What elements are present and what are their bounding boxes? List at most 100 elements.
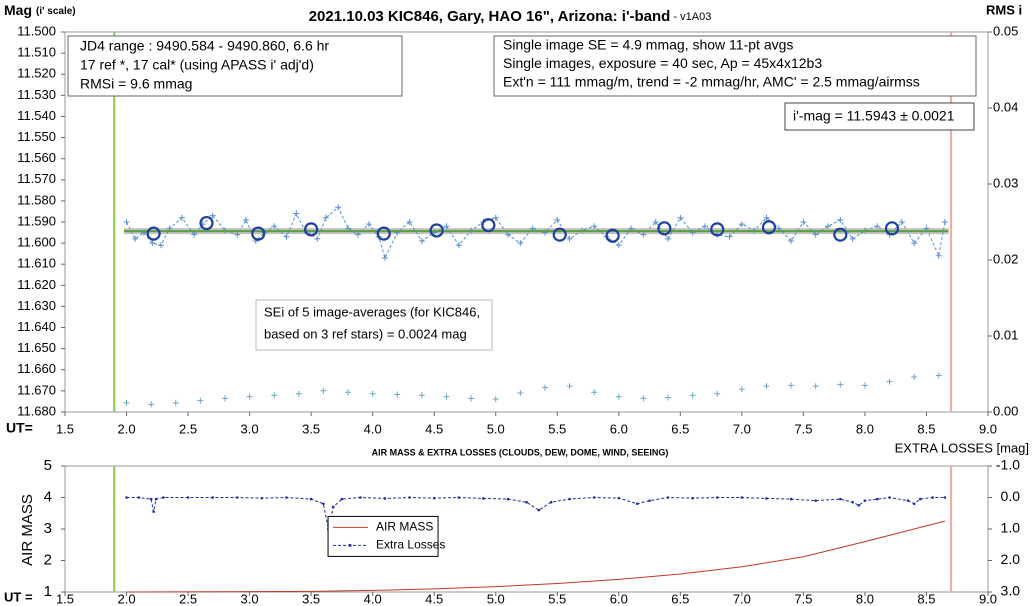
x-tick-label: 6.0	[610, 591, 628, 606]
y-tick-label: 11.540	[17, 108, 56, 123]
y-tick-label: 11.560	[17, 150, 56, 165]
data-point	[234, 231, 241, 238]
y2-tick-label: -1.0	[996, 457, 1020, 473]
x-tick-label: 1.5	[56, 591, 74, 606]
data-point	[566, 383, 573, 390]
y2-tick-label: 0.01	[993, 327, 1018, 342]
data-point	[322, 502, 325, 506]
y-tick-label: 11.500	[17, 23, 56, 38]
data-point	[888, 496, 891, 499]
data-point	[125, 496, 128, 499]
data-point	[260, 496, 264, 500]
data-point	[376, 226, 391, 241]
y-tick-label: 3	[44, 520, 52, 537]
data-point	[293, 210, 300, 217]
x-tick-label: 4.0	[364, 591, 382, 606]
data-point	[814, 499, 818, 502]
y-tick-label: 11.640	[17, 319, 56, 334]
y-axis-title: AIR MASS	[19, 494, 36, 566]
x-tick-label: 3.0	[241, 421, 259, 436]
data-point	[898, 219, 905, 225]
data-point	[320, 387, 327, 394]
data-point	[345, 389, 352, 396]
annotation: Single images, exposure = 40 sec, Ap = 4…	[503, 55, 822, 71]
annotation: Single image SE = 4.9 mmag, show 11-pt a…	[503, 37, 793, 53]
data-point	[863, 499, 867, 502]
x-axis-title: UT=	[6, 420, 33, 436]
data-point	[406, 219, 413, 225]
x-tick-label: 5.5	[548, 591, 566, 606]
data-point	[517, 390, 524, 396]
data-point	[715, 496, 719, 499]
data-point	[199, 215, 214, 231]
x-tick-label: 5.0	[487, 421, 505, 436]
data-point	[443, 393, 450, 400]
data-point	[812, 383, 819, 390]
x-tick-label: 5.5	[548, 421, 566, 436]
data-point	[549, 500, 553, 504]
data-point	[849, 235, 856, 242]
data-point	[874, 223, 881, 230]
data-point	[941, 219, 948, 225]
series	[123, 372, 942, 408]
data-point	[146, 226, 161, 241]
y-tick-label: 5	[44, 457, 52, 474]
y-tick-label: 11.630	[17, 298, 56, 313]
data-point	[525, 500, 528, 504]
data-point	[505, 231, 512, 238]
annotation-box	[493, 35, 977, 97]
data-point	[765, 497, 768, 500]
data-point	[726, 233, 733, 240]
data-point	[211, 496, 214, 499]
data-point	[912, 502, 916, 506]
x-tick-label: 4.5	[425, 421, 443, 436]
x-tick-label: 6.5	[671, 421, 689, 436]
data-point	[335, 204, 342, 211]
y2-tick-label: 0.03	[993, 175, 1018, 190]
data-point	[788, 382, 795, 389]
data-point	[935, 372, 942, 379]
data-point	[919, 497, 922, 501]
data-point	[432, 496, 436, 500]
data-point	[931, 496, 934, 499]
data-point	[517, 240, 524, 247]
data-point	[418, 238, 425, 244]
data-point	[149, 240, 156, 247]
data-point	[482, 497, 485, 500]
x-tick-label: 3.5	[302, 591, 320, 606]
data-point	[935, 252, 942, 259]
y-axis-label: Mag	[4, 2, 32, 18]
data-point	[911, 240, 918, 247]
x-tick-label: 3.5	[302, 421, 320, 436]
x-tick-label: 8.0	[856, 591, 874, 606]
y-tick-label: 11.580	[17, 192, 56, 207]
data-point	[340, 497, 344, 501]
x-tick-label: 8.0	[856, 421, 874, 436]
data-point	[235, 496, 239, 499]
data-point	[657, 221, 672, 236]
data-point	[251, 226, 266, 241]
data-point	[554, 216, 561, 223]
data-point	[689, 392, 696, 399]
data-point	[295, 390, 302, 397]
data-point	[309, 497, 313, 501]
data-point	[640, 231, 647, 238]
data-point	[381, 254, 388, 261]
data-point	[359, 496, 362, 499]
y-tick-label: 11.520	[17, 66, 56, 81]
data-point	[271, 392, 278, 399]
series-line	[126, 520, 946, 593]
data-point	[123, 219, 130, 225]
data-point	[209, 212, 216, 219]
data-point	[506, 497, 510, 501]
data-point	[875, 497, 879, 501]
annotation-box	[255, 299, 493, 351]
x-tick-label: 2.5	[179, 591, 197, 606]
x-tick-label: 4.5	[425, 591, 443, 606]
data-point	[763, 383, 770, 390]
data-point	[481, 218, 496, 233]
annotation-box	[784, 102, 975, 131]
data-point	[740, 496, 744, 499]
subchart-title: AIR MASS & EXTRA LOSSES (CLOUDS, DEW, DO…	[372, 447, 669, 457]
